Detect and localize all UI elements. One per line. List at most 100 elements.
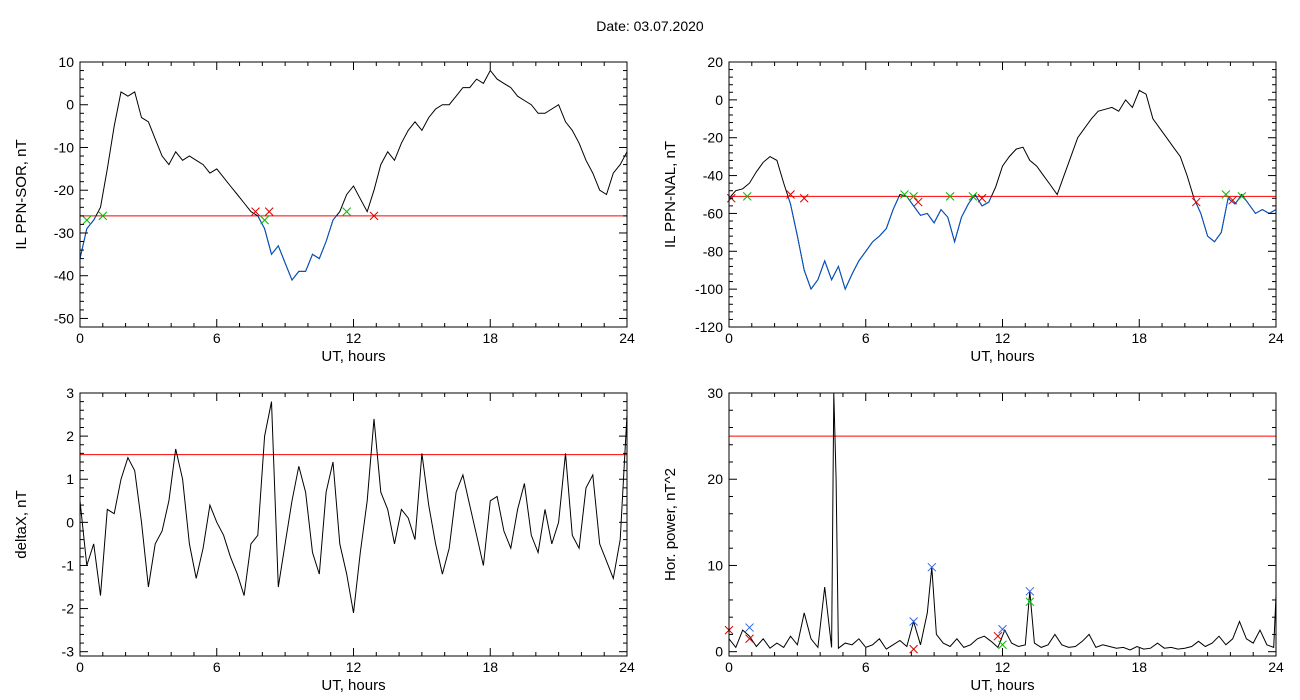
marker bbox=[342, 207, 352, 216]
y-tick-label: 2 bbox=[66, 428, 74, 444]
y-tick-label: 0 bbox=[715, 644, 723, 660]
x-tick-label: 0 bbox=[725, 330, 733, 346]
x-tick-label: 0 bbox=[76, 659, 84, 675]
y-tick-label: -40 bbox=[54, 268, 74, 284]
y-tick-label: -40 bbox=[703, 168, 723, 184]
x-tick-label: 12 bbox=[995, 330, 1011, 346]
x-tick-label: 18 bbox=[1131, 659, 1147, 675]
marker bbox=[1237, 192, 1247, 201]
y-tick-label: -30 bbox=[54, 225, 74, 241]
marker bbox=[1191, 197, 1201, 207]
x-tick-label: 24 bbox=[619, 659, 635, 675]
x-tick-label: 12 bbox=[346, 330, 362, 346]
chart-hor-power: 0 6 12 18 24 0 10 20 30 UT, hours Hor. power, nT^2 bbox=[662, 385, 1284, 694]
chart-ppn-nal: 0 6 12 18 24 -120 -100 -80 -60 -40 -20 0 20 UT, hours… bbox=[662, 54, 1284, 365]
series-line bbox=[729, 393, 1276, 651]
marker bbox=[909, 192, 918, 201]
x-tick-label: 6 bbox=[862, 659, 870, 675]
x-axis-label: UT, hours bbox=[321, 348, 385, 365]
marker bbox=[998, 640, 1007, 650]
y-tick-label: -20 bbox=[54, 182, 74, 198]
marker bbox=[799, 193, 809, 203]
y-tick-label: 20 bbox=[707, 471, 723, 487]
marker bbox=[927, 562, 937, 572]
series-line bbox=[80, 401, 627, 613]
series-below-threshold bbox=[80, 215, 338, 281]
marker bbox=[82, 215, 92, 225]
x-tick-label: 24 bbox=[1268, 330, 1284, 346]
marker bbox=[998, 624, 1007, 634]
y-tick-label: -10 bbox=[54, 139, 74, 155]
x-tick-label: 6 bbox=[862, 330, 870, 346]
y-axis-label: Hor. power, nT^2 bbox=[662, 468, 679, 581]
y-tick-label: -120 bbox=[695, 319, 723, 335]
marker bbox=[1228, 195, 1238, 205]
marker bbox=[742, 192, 752, 201]
chart-ppn-sor: 0 6 12 18 24 -50 -40 -30 -20 -10 0 10 UT, hours IL PP… bbox=[13, 54, 635, 365]
plot-frame bbox=[79, 392, 628, 657]
y-tick-label: 30 bbox=[707, 385, 723, 401]
plot-frame bbox=[79, 61, 628, 328]
marker bbox=[260, 215, 269, 225]
y-axis-label: deltaX, nT bbox=[13, 490, 30, 558]
series-line bbox=[729, 89, 1276, 291]
y-tick-label: -60 bbox=[703, 205, 723, 221]
x-tick-label: 0 bbox=[725, 659, 733, 675]
marker bbox=[968, 192, 978, 201]
y-tick-label: -1 bbox=[62, 557, 75, 573]
page-title: Date: 03.07.2020 bbox=[596, 18, 704, 34]
x-tick-label: 6 bbox=[213, 659, 221, 675]
y-tick-label: 0 bbox=[66, 514, 74, 530]
marker bbox=[909, 644, 918, 654]
marker bbox=[1025, 597, 1035, 607]
marker bbox=[900, 190, 909, 199]
x-axis-label: UT, hours bbox=[970, 348, 1034, 365]
y-tick-label: 20 bbox=[707, 54, 723, 70]
y-tick-label: -100 bbox=[695, 281, 723, 297]
marker bbox=[1221, 190, 1231, 199]
y-tick-label: 10 bbox=[58, 54, 74, 70]
plot-frame bbox=[728, 61, 1277, 328]
y-axis-label: IL PPN-NAL, nT bbox=[662, 141, 679, 248]
x-axis-label: UT, hours bbox=[321, 677, 385, 694]
x-tick-label: 0 bbox=[76, 330, 84, 346]
x-tick-label: 24 bbox=[1268, 659, 1284, 675]
x-tick-label: 18 bbox=[482, 659, 498, 675]
x-axis-label: UT, hours bbox=[970, 677, 1034, 694]
y-tick-label: -2 bbox=[62, 601, 75, 617]
marker bbox=[98, 211, 108, 221]
y-tick-label: -50 bbox=[54, 310, 74, 326]
x-tick-label: 18 bbox=[482, 330, 498, 346]
y-axis-label: IL PPN-SOR, nT bbox=[13, 139, 30, 249]
y-tick-label: 0 bbox=[66, 97, 74, 113]
x-tick-label: 12 bbox=[995, 659, 1011, 675]
marker bbox=[264, 207, 274, 216]
x-tick-label: 6 bbox=[213, 330, 221, 346]
y-tick-label: 10 bbox=[707, 557, 723, 573]
x-tick-label: 24 bbox=[619, 330, 635, 346]
y-tick-label: -20 bbox=[703, 130, 723, 146]
marker bbox=[1025, 586, 1035, 596]
x-tick-label: 12 bbox=[346, 659, 362, 675]
marker bbox=[745, 634, 754, 644]
marker bbox=[369, 211, 379, 221]
marker bbox=[251, 207, 260, 216]
marker bbox=[745, 623, 754, 632]
marker bbox=[945, 192, 955, 201]
y-tick-label: 1 bbox=[66, 471, 74, 487]
y-tick-label: -3 bbox=[62, 644, 75, 660]
plot-frame bbox=[728, 392, 1277, 657]
marker bbox=[786, 190, 795, 199]
series-below-threshold bbox=[729, 196, 1276, 291]
x-tick-label: 18 bbox=[1131, 330, 1147, 346]
marker bbox=[909, 617, 918, 626]
y-tick-label: 3 bbox=[66, 385, 74, 401]
y-tick-label: -80 bbox=[703, 243, 723, 259]
marker bbox=[993, 631, 1003, 641]
marker bbox=[977, 193, 987, 203]
y-tick-label: 0 bbox=[715, 92, 723, 108]
series-line bbox=[80, 69, 627, 281]
marker bbox=[913, 197, 923, 207]
